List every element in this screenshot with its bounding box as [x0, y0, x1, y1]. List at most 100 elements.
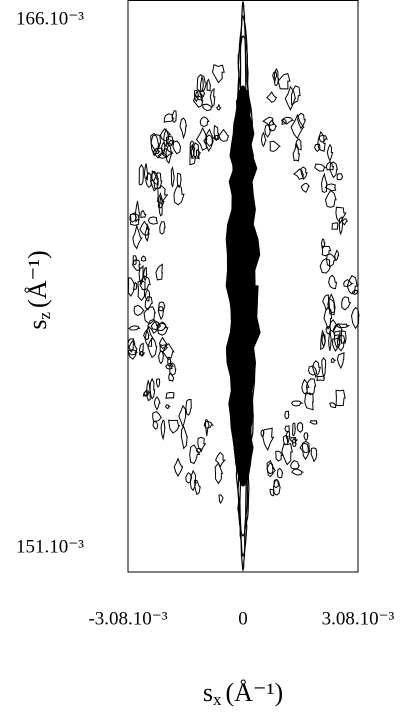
contour — [171, 110, 177, 124]
contour — [335, 389, 346, 407]
contour — [331, 222, 339, 230]
contour — [138, 164, 144, 186]
contour — [310, 447, 318, 463]
contour — [138, 342, 144, 357]
contour — [132, 255, 138, 266]
contour — [333, 330, 341, 349]
contour — [139, 220, 150, 236]
contour — [303, 432, 309, 442]
contour — [195, 126, 208, 151]
contour — [170, 165, 175, 188]
contour — [137, 279, 146, 302]
y-label-unit: (Å⁻¹) — [23, 250, 52, 308]
contour — [264, 124, 272, 138]
contour — [314, 143, 321, 152]
contour — [343, 278, 355, 288]
contour — [199, 116, 210, 128]
contour — [275, 450, 284, 462]
contour — [158, 336, 168, 350]
contour — [214, 462, 224, 485]
contour — [289, 437, 299, 444]
y-label-subscript: z — [35, 312, 54, 320]
contour — [305, 378, 317, 396]
contour — [211, 64, 225, 84]
contour — [324, 189, 337, 208]
contour — [197, 436, 207, 453]
contour — [199, 75, 204, 92]
contour — [163, 113, 175, 123]
contour — [155, 378, 161, 389]
contour — [173, 457, 184, 477]
contour — [319, 258, 332, 274]
contour — [215, 103, 222, 111]
contour — [301, 440, 311, 461]
contour — [346, 275, 358, 295]
contour — [309, 420, 318, 425]
contour — [340, 330, 347, 344]
contour — [277, 72, 291, 90]
contour — [307, 365, 317, 376]
contour — [325, 160, 335, 171]
contour — [150, 170, 160, 192]
contour — [165, 391, 175, 399]
contour — [159, 220, 166, 235]
contour — [281, 443, 293, 466]
y-axis-label: sz (Å⁻¹) — [23, 250, 54, 329]
contour — [282, 434, 289, 446]
contour — [143, 306, 157, 325]
contour — [318, 134, 328, 143]
contour — [143, 163, 149, 181]
contour — [341, 218, 348, 226]
contour — [152, 411, 163, 422]
contour — [335, 206, 347, 225]
contour — [284, 425, 290, 433]
contour — [301, 378, 310, 395]
contour — [189, 444, 201, 465]
contour — [203, 420, 214, 429]
contour — [164, 404, 171, 410]
contour — [132, 223, 143, 250]
contour — [150, 132, 160, 157]
contour — [268, 119, 278, 132]
contour — [214, 451, 227, 469]
contour — [169, 362, 177, 376]
contour — [304, 392, 314, 411]
contour — [153, 396, 161, 411]
contour — [144, 324, 154, 347]
contour — [157, 152, 168, 159]
contour — [209, 87, 216, 108]
contour — [202, 103, 214, 112]
contour — [321, 332, 327, 348]
contour — [159, 344, 169, 353]
contour — [285, 430, 291, 443]
x-label-subscript: x — [213, 690, 222, 709]
contour — [341, 296, 352, 311]
contour — [185, 472, 193, 484]
contour — [194, 89, 204, 101]
contour — [127, 277, 136, 298]
contour — [172, 140, 182, 155]
contour-lines — [127, 0, 360, 572]
contour — [317, 130, 326, 152]
y-tick-label: 151.10⁻³ — [16, 536, 84, 557]
contour — [152, 421, 159, 430]
contour — [330, 357, 337, 364]
contour — [334, 249, 340, 261]
contour — [180, 425, 188, 450]
contour — [266, 460, 276, 478]
contour — [273, 67, 280, 87]
contour — [290, 85, 301, 106]
contour — [290, 113, 305, 140]
contour — [159, 128, 172, 142]
x-tick-label: -3.08.10⁻³ — [88, 608, 167, 629]
contour — [155, 263, 163, 281]
contour — [336, 334, 346, 352]
y-tick-label: 166.10⁻³ — [16, 8, 84, 29]
contour — [138, 264, 144, 286]
contour — [167, 139, 174, 147]
contour — [300, 182, 310, 194]
contour — [269, 140, 282, 152]
contour — [262, 427, 275, 452]
contour — [273, 479, 280, 489]
